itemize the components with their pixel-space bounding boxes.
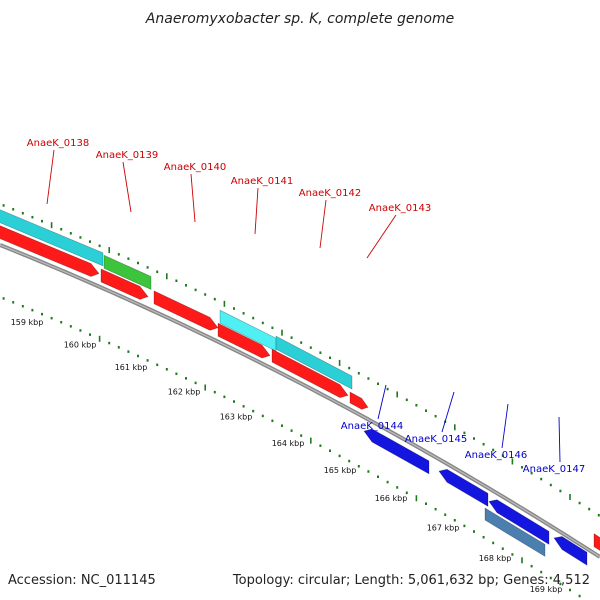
- scale-label: 167 kbp: [427, 523, 460, 532]
- gene-label-leader: [366, 214, 397, 259]
- scale-label: 159 kbp: [11, 318, 44, 327]
- gene-feature-0141-gene: [217, 322, 271, 359]
- gene-feature-edge: [593, 533, 600, 551]
- gene-feature-0147-gene: [553, 536, 588, 566]
- scale-label: 161 kbp: [115, 363, 148, 372]
- genome-info-text: Topology: circular; Length: 5,061,632 bp…: [232, 573, 590, 588]
- gene-label-leader: [122, 161, 132, 213]
- scale-label: 162 kbp: [168, 387, 201, 396]
- gene-label: AnaeK_0138: [27, 138, 89, 149]
- genome-backbone: [0, 243, 600, 559]
- gene-feature-0139-cds: [103, 254, 152, 290]
- gene-feature-0142-cds: [275, 335, 353, 390]
- tick-marks: [2, 204, 600, 598]
- gene-label: AnaeK_0139: [96, 150, 158, 161]
- gene-label: AnaeK_0143: [369, 203, 431, 214]
- gene-label-leader: [254, 187, 259, 235]
- gene-label: AnaeK_0146: [465, 450, 527, 461]
- gene-label: AnaeK_0141: [231, 176, 293, 187]
- gene-feature-0138-gene: [0, 225, 100, 277]
- gene-feature-0138-cds: [0, 209, 104, 267]
- gene-feature-0141-cds: [219, 309, 277, 352]
- gene-label: AnaeK_0140: [164, 162, 226, 173]
- scale-label: 168 kbp: [479, 554, 512, 563]
- gene-feature-0146-gene: [488, 499, 550, 545]
- gene-feature-0140-gene: [153, 290, 219, 331]
- gene-feature-0145-gene: [438, 468, 489, 507]
- gene-feature-0142-gene: [271, 348, 349, 398]
- gene-feature-0139-gene: [100, 268, 149, 300]
- gene-feature-0146-cds: [484, 507, 546, 557]
- gene-label: AnaeK_0145: [405, 434, 467, 445]
- scale-label: 164 kbp: [272, 439, 305, 448]
- gene-label-leader: [319, 199, 327, 249]
- gene-label: AnaeK_0142: [299, 188, 361, 199]
- scale-label: 160 kbp: [64, 340, 97, 349]
- scale-label: 166 kbp: [375, 494, 408, 503]
- gene-label-leader: [558, 416, 561, 463]
- scale-label: 165 kbp: [324, 466, 357, 475]
- gene-label: AnaeK_0147: [523, 464, 585, 475]
- gene-label-leader: [501, 403, 509, 449]
- gene-features: [0, 209, 600, 566]
- gene-feature-0144-gene: [363, 428, 430, 475]
- gene-labels: AnaeK_0138 AnaeK_0139 AnaeK_0140 AnaeK_0141…: [27, 138, 585, 475]
- gene-label-leader: [46, 149, 55, 205]
- gene-label-leader: [377, 384, 387, 420]
- gene-feature-0143-gene: [349, 391, 369, 410]
- scale-label: 169 kbp: [530, 585, 563, 594]
- accession-text: Accession: NC_011145: [8, 573, 156, 588]
- scale-label: 163 kbp: [220, 413, 253, 422]
- map-title: Anaeromyxobacter sp. K, complete genome: [145, 11, 454, 27]
- gene-label-leader: [190, 173, 196, 223]
- scale-labels: 159 kbp 160 kbp 161 kbp 162 kbp 163 kbp 164 k…: [11, 318, 563, 594]
- gene-label-leader: [441, 391, 455, 433]
- gene-label: AnaeK_0144: [341, 421, 403, 432]
- backbone-highlight: [0, 244, 600, 558]
